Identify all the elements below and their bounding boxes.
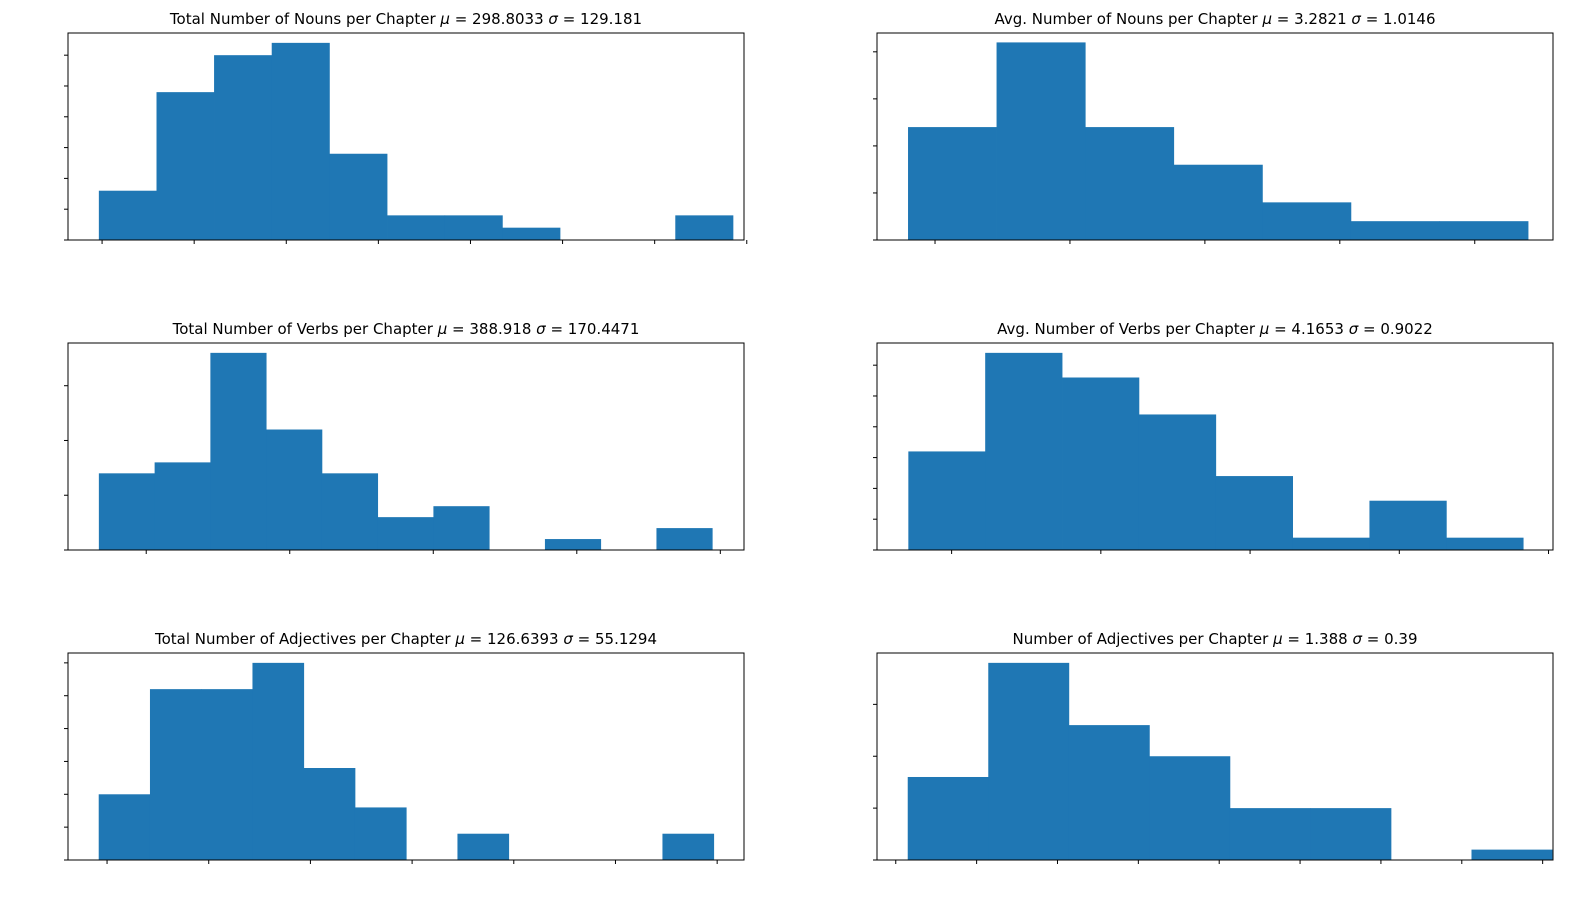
histogram-bar [502,227,561,240]
chart-title: Avg. Number of Verbs per Chapter μ = 4.1… [997,320,1433,338]
title-segment: Avg. Number of Nouns per Chapter [994,10,1262,28]
axes-frame [876,32,1554,241]
title-segment: 129.181 [580,10,642,28]
histogram-bar [210,352,267,550]
chart-title: Total Number of Adjectives per Chapter μ… [154,630,657,648]
histogram-bar [98,794,151,860]
bars [98,42,734,241]
histogram-panel-5: Total Number of Adjectives per Chapter μ… [64,630,745,864]
histogram-bar [303,768,356,860]
axes-frame [67,32,745,241]
histogram-bar [1471,849,1553,860]
bars [908,42,1529,240]
bars [98,662,715,860]
chart-title: Avg. Number of Nouns per Chapter μ = 3.2… [994,10,1435,28]
histogram-bar [1149,756,1231,860]
histogram-bar [444,215,503,240]
bars [98,352,713,550]
bars [908,352,1524,550]
histogram-bar [1085,127,1175,240]
title-segment: 0.39 [1384,630,1417,648]
axes-frame [67,652,745,861]
axes-frame [876,342,1554,551]
title-segment: Total Number of Adjectives per Chapter [154,630,455,648]
title-segment: 0.9022 [1380,320,1433,338]
histogram-panel-6: Number of Adjectives per Chapter μ = 1.3… [873,630,1554,864]
histogram-bar [266,429,323,550]
histogram-panel-3: Total Number of Verbs per Chapter μ = 38… [64,320,745,554]
histogram-bar [1262,202,1352,240]
histogram-bar [988,662,1070,860]
histogram-bar [387,215,446,240]
histogram-panel-1: Total Number of Nouns per Chapter μ = 29… [64,10,748,244]
histogram-bar [1229,808,1311,860]
histogram-bar [1215,476,1293,550]
histogram-bar [201,689,253,860]
axes-frame [67,342,745,551]
histogram-bar [908,127,997,240]
histogram-bar [908,451,986,550]
title-segment: Avg. Number of Verbs per Chapter [997,320,1260,338]
histogram-panel-4: Avg. Number of Verbs per Chapter μ = 4.1… [873,320,1554,554]
histogram-bar [656,528,713,550]
chart-title: Number of Adjectives per Chapter μ = 1.3… [1013,630,1418,648]
histogram-bar [214,55,273,241]
title-segment: 298.8033 [472,10,544,28]
histogram-bar [1068,725,1150,860]
histogram-bar [1310,808,1392,860]
title-segment: 1.388 [1305,630,1348,648]
histogram-bar [321,473,379,550]
title-segment: 3.2821 [1294,10,1347,28]
title-segment: Number of Adjectives per Chapter [1013,630,1274,648]
histogram-bar [377,517,434,550]
histogram-bar [154,462,211,550]
histogram-bar [1369,500,1447,550]
histogram-bar [156,92,215,240]
histogram-bar [1350,221,1440,240]
title-segment: 55.1294 [595,630,657,648]
histogram-bar [662,833,715,860]
histogram-bar [985,352,1063,550]
chart-title: Total Number of Nouns per Chapter μ = 29… [169,10,642,28]
histogram-bar [1138,414,1217,550]
chart-title: Total Number of Verbs per Chapter μ = 38… [172,320,640,338]
title-segment: 126.6393 [487,630,559,648]
title-segment: 1.0146 [1383,10,1436,28]
histogram-bar [98,190,157,240]
bars [907,662,1553,860]
title-segment: 388.918 [469,320,531,338]
histogram-bar [907,776,989,860]
title-segment: Total Number of Verbs per Chapter [172,320,438,338]
histogram-bar [457,833,510,860]
histogram-bar [329,153,388,240]
title-segment: Total Number of Nouns per Chapter [169,10,440,28]
histogram-bar [544,539,602,550]
title-segment: 170.4471 [568,320,640,338]
histogram-bar [1173,164,1263,240]
title-segment: 4.1653 [1291,320,1344,338]
histogram-bar [1446,537,1524,550]
histogram-bar [1439,221,1529,240]
histogram-bar [1292,537,1370,550]
histogram-bar [1062,377,1140,550]
histogram-panel-2: Avg. Number of Nouns per Chapter μ = 3.2… [873,10,1554,244]
histogram-bar [271,42,330,240]
histogram-bar [252,662,305,860]
histogram-bar [354,807,407,860]
histogram-bar [675,215,734,240]
histogram-bar [996,42,1086,240]
histogram-bar [433,506,490,550]
histogram-bar [149,689,202,860]
histogram-bar [98,473,156,550]
